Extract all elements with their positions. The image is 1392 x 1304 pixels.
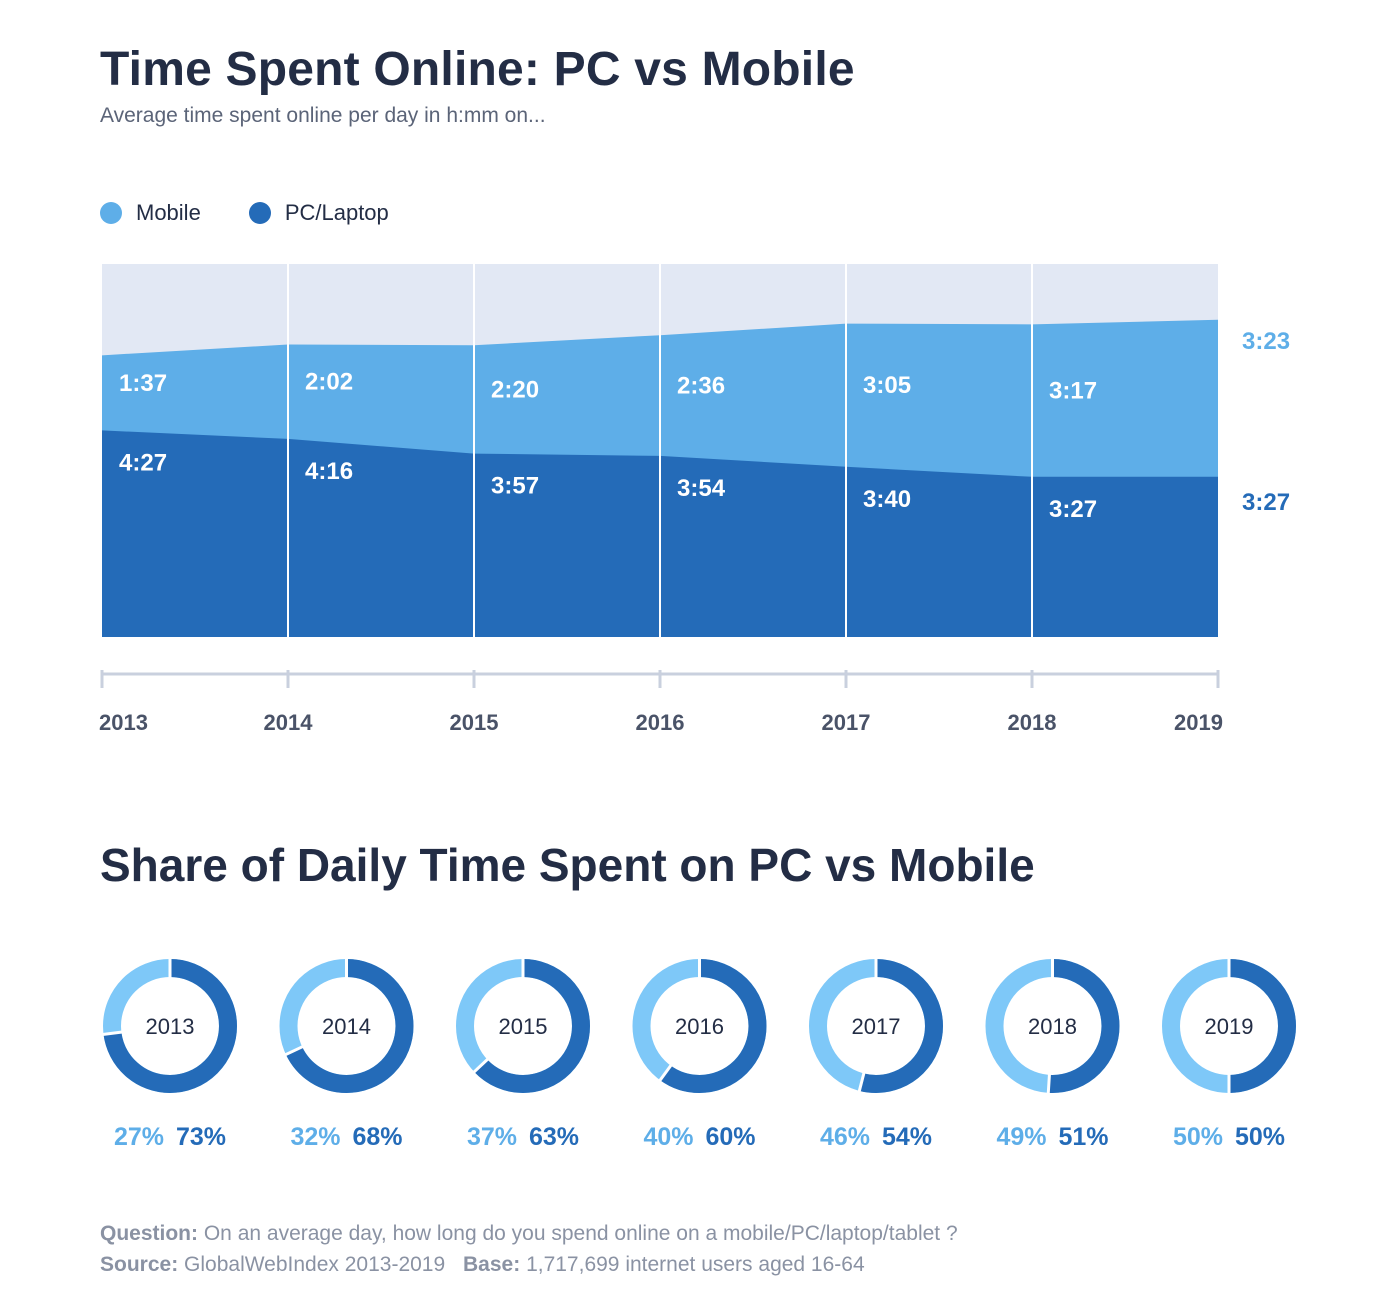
donut-mobile-pct: 27% <box>114 1123 164 1151</box>
mobile-value-label: 2:20 <box>491 376 539 403</box>
mobile-value-label: 2:02 <box>305 369 353 396</box>
legend: Mobile PC/Laptop <box>100 200 389 226</box>
question-label: Question: <box>100 1222 198 1245</box>
source-text: GlobalWebIndex 2013-2019 <box>184 1253 446 1276</box>
legend-swatch-mobile <box>100 202 122 224</box>
pc-value-label: 3:57 <box>491 473 539 500</box>
donut-2017: 2017 46% 54% <box>809 958 943 1151</box>
donut-2014: 2014 32% 68% <box>279 958 414 1151</box>
pc-value-label: 3:54 <box>677 475 726 502</box>
pc-final-label: 3:27 <box>1242 489 1290 516</box>
donut-year-label: 2014 <box>322 1014 371 1039</box>
donut-year-label: 2016 <box>675 1014 724 1039</box>
donut-2016: 2016 40% 60% <box>632 958 767 1151</box>
donut-separator <box>102 1030 123 1037</box>
legend-label-pc: PC/Laptop <box>284 200 389 225</box>
mobile-value-label: 1:37 <box>119 370 167 397</box>
section-title: Share of Daily Time Spent on PC vs Mobil… <box>100 839 1035 891</box>
donut-pc-pct: 68% <box>353 1123 403 1151</box>
footer-source: Source: GlobalWebIndex 2013-2019 Base: 1… <box>100 1249 958 1280</box>
footer-question: Question: On an average day, how long do… <box>100 1218 958 1249</box>
donut-2015: 2015 37% 63% <box>456 958 590 1151</box>
question-text: On an average day, how long do you spend… <box>203 1222 958 1245</box>
donut-mobile-pct: 46% <box>820 1123 870 1151</box>
base-label: Base: <box>463 1253 521 1276</box>
donut-mobile-pct: 40% <box>643 1123 693 1151</box>
pc-value-label: 3:40 <box>863 486 911 513</box>
legend-item-pc: PC/Laptop <box>248 200 389 226</box>
donut-separator <box>658 1063 673 1082</box>
legend-item-mobile: Mobile <box>100 200 201 226</box>
donut-separator <box>472 1057 490 1074</box>
donut-mobile-pct: 50% <box>1173 1123 1223 1151</box>
donut-mobile-pct: 32% <box>290 1123 340 1151</box>
legend-label-mobile: Mobile <box>136 200 201 225</box>
footer-notes: Question: On an average day, how long do… <box>100 1218 958 1280</box>
x-tick-label: 2013 <box>99 710 148 735</box>
base-text: 1,717,699 internet users aged 16-64 <box>526 1253 865 1276</box>
donut-year-label: 2017 <box>852 1014 901 1039</box>
x-tick-label: 2017 <box>822 710 871 735</box>
pc-value-label: 3:27 <box>1049 496 1097 523</box>
donut-pc-pct: 51% <box>1059 1123 1109 1151</box>
mobile-final-label: 3:23 <box>1242 328 1290 355</box>
mobile-value-label: 3:17 <box>1049 378 1097 405</box>
x-tick-label: 2018 <box>1008 710 1057 735</box>
pc-value-label: 4:27 <box>119 449 167 476</box>
x-tick-label: 2019 <box>1174 710 1223 735</box>
donut-pc-pct: 54% <box>882 1123 932 1151</box>
donut-year-label: 2018 <box>1028 1014 1077 1039</box>
donut-year-label: 2015 <box>499 1014 548 1039</box>
x-tick-label: 2016 <box>636 710 685 735</box>
donut-pc-pct: 60% <box>706 1123 756 1151</box>
donut-separator <box>1046 1073 1051 1094</box>
donut-2018: 2018 49% 51% <box>985 958 1120 1151</box>
donut-pc-pct: 50% <box>1235 1123 1285 1151</box>
donut-2013: 2013 27% 73% <box>102 958 237 1151</box>
donut-year-label: 2013 <box>146 1014 195 1039</box>
donut-mobile-pct: 49% <box>996 1123 1046 1151</box>
legend-swatch-pc <box>248 202 271 224</box>
source-label: Source: <box>100 1253 179 1276</box>
mobile-value-label: 3:05 <box>863 372 911 399</box>
donut-pc-pct: 63% <box>529 1123 579 1151</box>
x-tick-label: 2014 <box>264 710 314 735</box>
donut-mobile-pct: 37% <box>467 1123 517 1151</box>
chart-subtitle: Average time spent online per day in h:m… <box>100 104 546 127</box>
donut-separator <box>284 1045 304 1057</box>
x-tick-label: 2015 <box>450 710 499 735</box>
donut-charts: 2013 27% 73% 2014 32% 68% 2015 37% 63% 2016 40% 60%… <box>102 958 1296 1151</box>
donut-year-label: 2019 <box>1205 1014 1254 1039</box>
donut-2019: 2019 50% 50% <box>1162 958 1296 1151</box>
chart-title: Time Spent Online: PC vs Mobile <box>100 43 855 96</box>
donut-separator <box>857 1072 866 1093</box>
pc-value-label: 4:16 <box>305 458 353 485</box>
donut-pc-pct: 73% <box>176 1123 226 1151</box>
mobile-value-label: 2:36 <box>677 373 725 400</box>
stacked-area-chart: 1:37 2:02 2:20 2:36 3:05 3:17 4:27 4:16 3:57 3:54… <box>99 264 1290 735</box>
